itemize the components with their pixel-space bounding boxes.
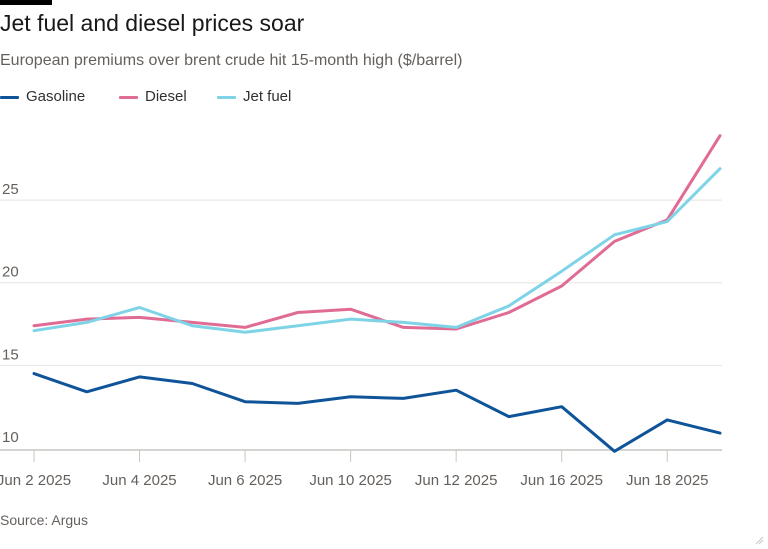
legend-label-gasoline: Gasoline — [26, 88, 86, 105]
y-tick-label-10: 10 — [2, 429, 19, 446]
x-tick-label-2: Jun 6 2025 — [208, 472, 282, 489]
legend-swatch-diesel — [119, 96, 138, 99]
x-tick-label-0: Jun 2 2025 — [0, 472, 71, 489]
legend-label-diesel: Diesel — [145, 88, 187, 105]
legend-swatch-gasoline — [0, 96, 19, 99]
source-note: Source: Argus — [0, 512, 88, 528]
resize-corner-icon — [755, 536, 764, 545]
legend-label-jet-fuel: Jet fuel — [243, 88, 292, 105]
x-tick-label-5: Jun 16 2025 — [520, 472, 603, 489]
series-line-gasoline — [32, 372, 722, 453]
x-tick-label-1: Jun 4 2025 — [102, 472, 176, 489]
series-line-diesel — [32, 134, 722, 331]
y-tick-label-20: 20 — [2, 264, 19, 281]
series-line-jet-fuel — [32, 167, 722, 334]
x-tick-label-3: Jun 10 2025 — [309, 472, 392, 489]
chart-title: Jet fuel and diesel prices soar — [0, 10, 305, 36]
line-chart: 10 15 20 25 Jun 2 2025 Jun 4 2025 Jun 6 2025 Ju… — [0, 134, 722, 489]
legend-swatch-jet-fuel — [217, 96, 236, 99]
x-tick-label-6: Jun 18 2025 — [626, 472, 709, 489]
brand-bar — [0, 0, 52, 5]
y-tick-label-25: 25 — [2, 181, 19, 198]
y-tick-label-15: 15 — [2, 346, 19, 363]
chart-subtitle: European premiums over brent crude hit 1… — [0, 52, 463, 69]
x-tick-label-4: Jun 12 2025 — [415, 472, 498, 489]
